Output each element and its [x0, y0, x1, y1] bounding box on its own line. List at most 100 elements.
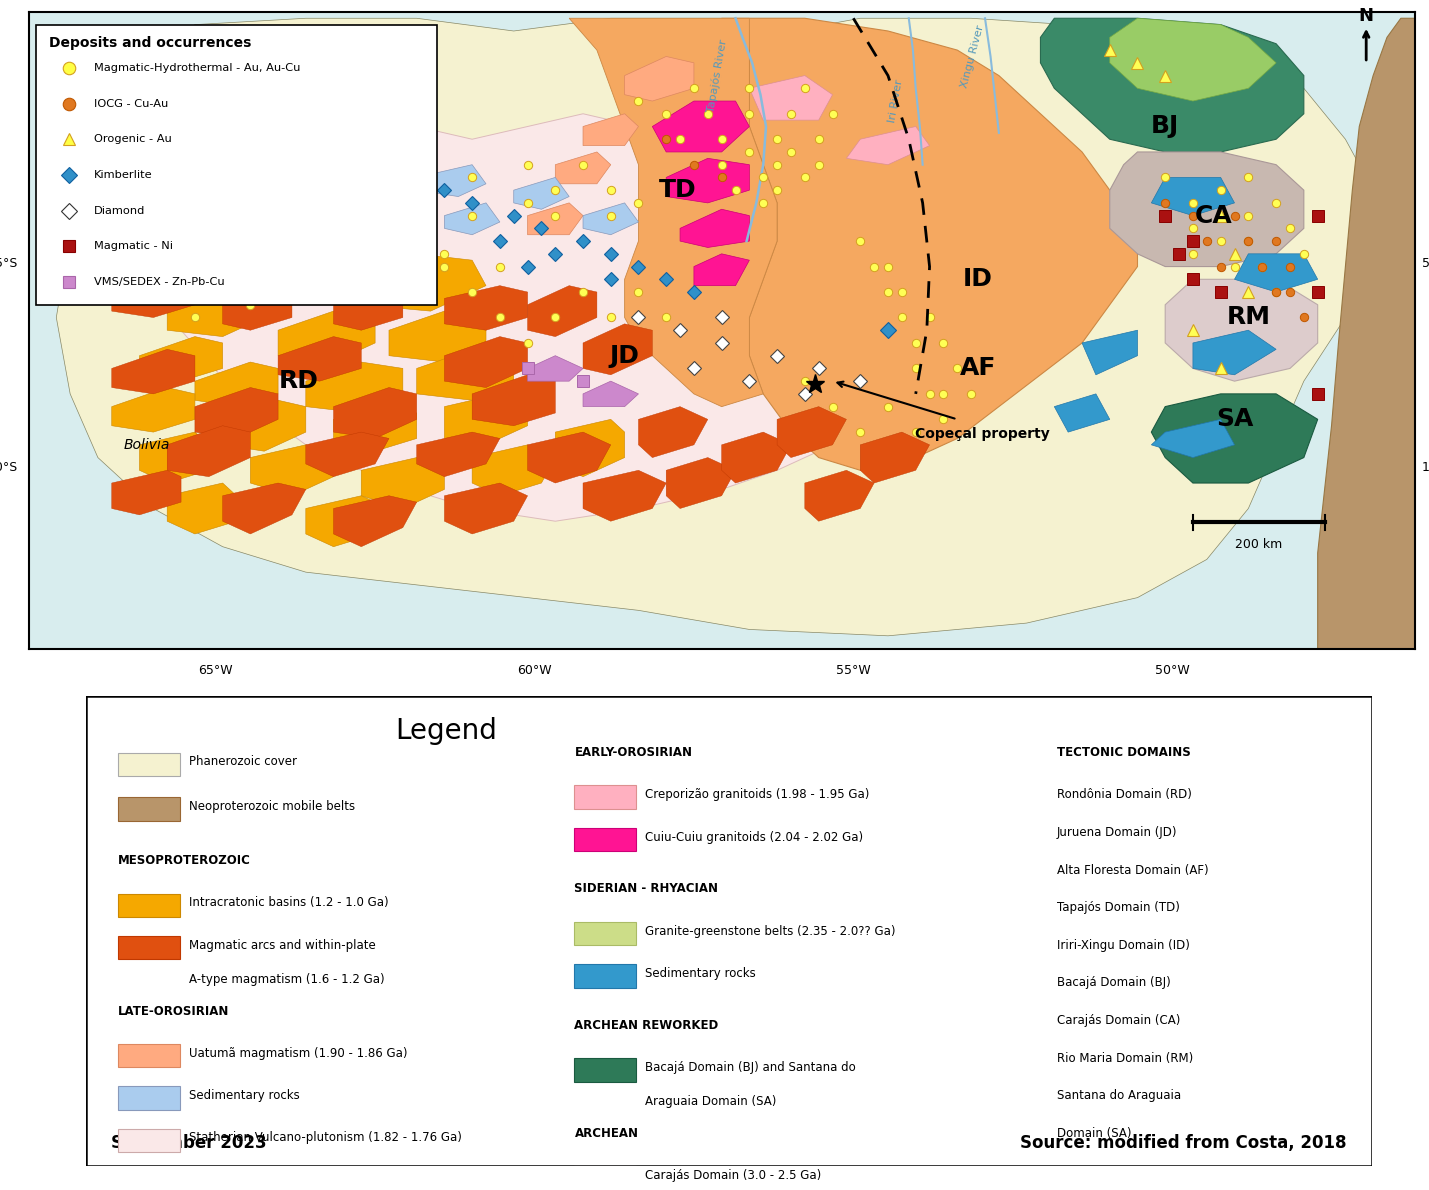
Polygon shape	[223, 483, 306, 534]
Polygon shape	[444, 394, 527, 445]
Polygon shape	[556, 419, 624, 477]
Text: SA: SA	[1216, 407, 1253, 431]
Polygon shape	[749, 76, 833, 120]
Polygon shape	[1152, 394, 1318, 483]
Polygon shape	[194, 388, 279, 438]
Text: Creporizão granitoids (1.98 - 1.95 Ga): Creporizão granitoids (1.98 - 1.95 Ga)	[644, 788, 870, 801]
Polygon shape	[1152, 177, 1235, 215]
Text: Alta Floresta Domain (AF): Alta Floresta Domain (AF)	[1056, 864, 1209, 877]
Polygon shape	[333, 388, 417, 438]
Polygon shape	[583, 202, 639, 234]
Polygon shape	[279, 311, 374, 362]
Polygon shape	[680, 209, 749, 248]
Polygon shape	[306, 496, 389, 546]
Polygon shape	[1318, 18, 1415, 649]
Text: 55°W: 55°W	[836, 664, 870, 677]
Polygon shape	[111, 273, 194, 318]
Polygon shape	[111, 470, 181, 515]
Polygon shape	[306, 362, 403, 413]
Text: Tapajós Domain (TD): Tapajós Domain (TD)	[1056, 901, 1179, 914]
Bar	[574, 1058, 636, 1082]
Polygon shape	[652, 101, 749, 152]
Text: Sedimentary rocks: Sedimentary rocks	[189, 1089, 300, 1102]
Bar	[117, 797, 180, 821]
Polygon shape	[1110, 18, 1276, 101]
Text: Bolivia: Bolivia	[123, 438, 170, 452]
Text: Araguaia Domain (SA): Araguaia Domain (SA)	[644, 1095, 776, 1108]
Polygon shape	[527, 356, 583, 381]
Text: Bacajá Domain (BJ) and Santana do: Bacajá Domain (BJ) and Santana do	[644, 1061, 856, 1075]
Polygon shape	[444, 483, 527, 534]
Polygon shape	[333, 286, 403, 330]
Polygon shape	[624, 56, 694, 101]
Polygon shape	[694, 253, 749, 286]
Text: Carajás Domain (CA): Carajás Domain (CA)	[1056, 1014, 1180, 1027]
Text: ID: ID	[963, 268, 993, 292]
Polygon shape	[417, 350, 514, 400]
Polygon shape	[362, 253, 486, 311]
Text: Granite-greenstone belts (2.35 - 2.0?? Ga): Granite-greenstone belts (2.35 - 2.0?? G…	[644, 925, 896, 938]
Polygon shape	[472, 375, 556, 426]
Polygon shape	[306, 432, 389, 477]
Text: Tapajós River: Tapajós River	[706, 38, 729, 113]
Polygon shape	[140, 215, 223, 261]
Polygon shape	[1152, 419, 1235, 458]
Text: Sedimentary rocks: Sedimentary rocks	[644, 967, 756, 981]
Polygon shape	[333, 234, 417, 286]
Text: ARCHEAN: ARCHEAN	[574, 1127, 639, 1140]
Text: Magmatic arcs and within-plate: Magmatic arcs and within-plate	[189, 939, 376, 952]
Polygon shape	[111, 228, 250, 280]
Polygon shape	[556, 152, 610, 183]
Polygon shape	[140, 337, 223, 381]
Polygon shape	[417, 164, 486, 196]
Polygon shape	[444, 286, 527, 330]
Bar	[574, 922, 636, 945]
Polygon shape	[167, 483, 237, 534]
Polygon shape	[639, 407, 707, 458]
Polygon shape	[362, 190, 417, 223]
Text: RD: RD	[279, 369, 319, 393]
Bar	[117, 935, 180, 959]
Text: Deposits and occurrences: Deposits and occurrences	[50, 36, 252, 50]
Polygon shape	[223, 286, 292, 330]
Text: LATE-OROSIRIAN: LATE-OROSIRIAN	[117, 1004, 229, 1017]
Polygon shape	[362, 458, 444, 508]
Text: 10°S: 10°S	[0, 461, 17, 474]
Text: Kimberlite: Kimberlite	[94, 170, 153, 180]
Polygon shape	[777, 407, 846, 458]
Text: 65°W: 65°W	[199, 664, 233, 677]
Text: IOCG - Cu-Au: IOCG - Cu-Au	[94, 99, 169, 108]
Polygon shape	[250, 242, 374, 299]
Text: EARLY-OROSIRIAN: EARLY-OROSIRIAN	[574, 746, 693, 759]
Polygon shape	[111, 350, 194, 394]
Text: ARCHEAN REWORKED: ARCHEAN REWORKED	[574, 1019, 719, 1032]
Bar	[574, 1166, 636, 1190]
Polygon shape	[167, 286, 264, 337]
Text: Rio Maria Domain (RM): Rio Maria Domain (RM)	[1056, 1052, 1193, 1065]
Polygon shape	[472, 445, 556, 496]
Text: Legend: Legend	[394, 718, 497, 745]
Polygon shape	[860, 432, 930, 483]
Polygon shape	[56, 18, 1373, 635]
Bar	[117, 894, 180, 917]
Polygon shape	[583, 114, 639, 145]
Text: 50°W: 50°W	[1155, 664, 1189, 677]
Polygon shape	[444, 337, 527, 388]
Text: September 2023: September 2023	[111, 1134, 267, 1152]
Polygon shape	[846, 126, 930, 164]
Polygon shape	[111, 388, 194, 432]
Text: BJ: BJ	[1152, 114, 1179, 138]
Text: SIDERIAN - RHYACIAN: SIDERIAN - RHYACIAN	[574, 882, 719, 895]
Bar	[574, 828, 636, 851]
Text: Statherian Vulcano-plutonism (1.82 - 1.76 Ga): Statherian Vulcano-plutonism (1.82 - 1.7…	[189, 1132, 462, 1145]
Polygon shape	[722, 432, 792, 483]
Polygon shape	[279, 337, 362, 381]
Text: AF: AF	[960, 357, 996, 381]
Polygon shape	[140, 432, 209, 483]
Text: Bacajá Domain (BJ): Bacajá Domain (BJ)	[1056, 976, 1170, 989]
Polygon shape	[250, 445, 333, 496]
Polygon shape	[805, 470, 875, 521]
Polygon shape	[514, 177, 569, 209]
Polygon shape	[666, 158, 749, 202]
Text: Neoproterozoic mobile belts: Neoproterozoic mobile belts	[189, 800, 354, 813]
